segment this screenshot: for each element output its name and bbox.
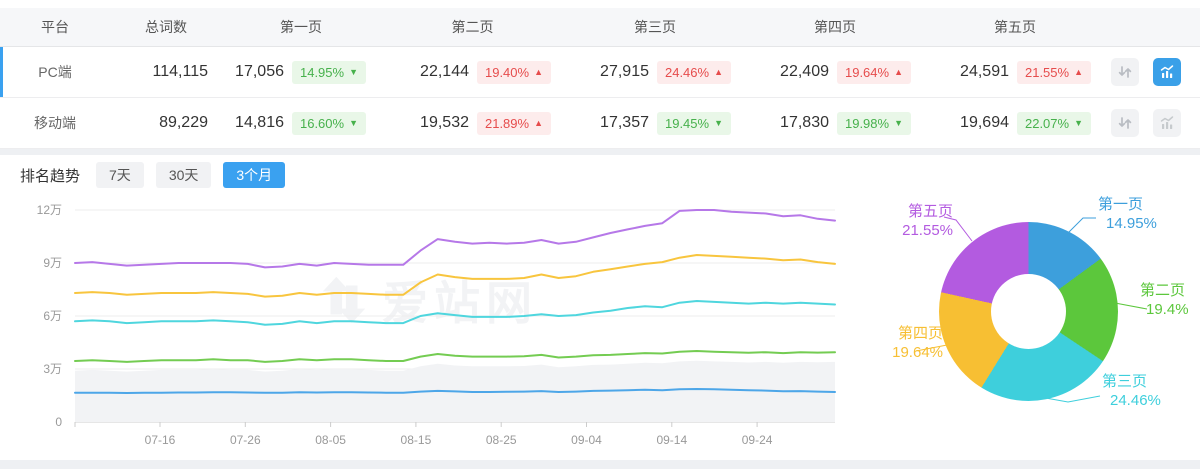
page2-cell: 19,532 21.89% ▲	[380, 111, 565, 135]
svg-text:08-05: 08-05	[315, 433, 346, 447]
table-row-mobile[interactable]: 移动端 89,229 14,816 16.60% ▼ 19,532 21.89% ▲…	[0, 98, 1200, 149]
sort-toggle-button[interactable]	[1111, 109, 1139, 137]
line-chart-icon	[1160, 65, 1174, 78]
page2-change-badge: 21.89% ▲	[476, 111, 551, 135]
sort-arrows-icon	[1118, 66, 1132, 78]
svg-text:09-04: 09-04	[571, 433, 602, 447]
rank-trend-line-chart: 0 3万 6万 9万 12万 07-16 07-26 08-05 08-15 08-25 09-04…	[37, 203, 836, 447]
trend-chart-button[interactable]	[1153, 58, 1181, 86]
donut-label-page2: 第二页 19.4%	[1140, 282, 1189, 318]
page1-cell: 17,056 14.95% ▼	[222, 60, 380, 84]
sort-arrows-icon	[1118, 117, 1132, 129]
col-header-page1: 第一页	[280, 19, 322, 35]
page4-change-badge: 19.64% ▲	[836, 60, 911, 84]
col-header-page3: 第三页	[634, 19, 676, 35]
col-header-page4: 第四页	[814, 19, 856, 35]
page5-change-badge: 22.07% ▼	[1016, 111, 1091, 135]
col-header-page2: 第二页	[451, 19, 494, 35]
svg-text:0: 0	[55, 415, 62, 429]
page3-count: 27,915	[600, 63, 649, 80]
selected-row-indicator	[0, 47, 3, 97]
table-row-pc[interactable]: PC端 114,115 17,056 14.95% ▼ 22,144 19.40%…	[0, 47, 1200, 98]
aizhan-watermark: 爱站网	[318, 267, 538, 333]
tab-7-days[interactable]: 7天	[96, 162, 144, 188]
page1-change-badge: 16.60% ▼	[291, 111, 366, 135]
svg-text:08-15: 08-15	[401, 433, 432, 447]
page2-count: 22,144	[420, 63, 469, 80]
trend-section-title: 排名趋势	[20, 167, 81, 185]
page1-count: 17,056	[235, 63, 284, 80]
svg-text:09-14: 09-14	[656, 433, 687, 447]
page4-cell: 17,830 19.98% ▼	[745, 111, 925, 135]
trend-chart-button[interactable]	[1153, 109, 1181, 137]
svg-text:09-24: 09-24	[742, 433, 773, 447]
col-header-platform: 平台	[41, 19, 69, 35]
svg-text:07-16: 07-16	[145, 433, 176, 447]
page1-change-badge: 14.95% ▼	[291, 60, 366, 84]
svg-text:6万: 6万	[43, 309, 62, 323]
page2-cell: 22,144 19.40% ▲	[380, 60, 565, 84]
svg-text:08-25: 08-25	[486, 433, 517, 447]
svg-text:12万: 12万	[37, 203, 62, 217]
page4-cell: 22,409 19.64% ▲	[745, 60, 925, 84]
page3-change-badge: 19.45% ▼	[656, 111, 731, 135]
page5-count: 24,591	[960, 63, 1009, 80]
row-actions	[1105, 58, 1200, 86]
donut-label-page1: 第一页 14.95%	[1098, 196, 1157, 232]
donut-label-page5: 第五页 21.55%	[902, 203, 953, 239]
svg-text:3万: 3万	[43, 362, 62, 376]
tab-3-months[interactable]: 3个月	[223, 162, 286, 188]
col-header-page5: 第五页	[994, 19, 1036, 35]
rank-trend-section: 排名趋势 7天 30天 3个月 爱站网 0 3万 6万 9万 12万 07-16 07-26…	[0, 155, 1200, 460]
platform-label: 移动端	[34, 115, 76, 131]
page1-cell: 14,816 16.60% ▼	[222, 111, 380, 135]
col-header-total: 总词数	[145, 19, 187, 35]
tab-30-days[interactable]: 30天	[155, 162, 212, 188]
svg-text:07-26: 07-26	[230, 433, 261, 447]
total-words-value: 114,115	[152, 63, 208, 80]
watermark-text: 爱站网	[382, 277, 538, 329]
platform-label: PC端	[38, 64, 72, 80]
keyword-ranking-table: 平台 总词数 第一页 第二页 第三页 第四页 第五页 PC端 114,115 1…	[0, 0, 1200, 149]
row-actions	[1105, 109, 1200, 137]
trend-toolbar: 排名趋势 7天 30天 3个月	[20, 162, 286, 188]
page5-change-badge: 21.55% ▲	[1016, 60, 1091, 84]
page3-cell: 27,915 24.46% ▲	[565, 60, 745, 84]
page2-change-badge: 19.40% ▲	[476, 60, 551, 84]
page5-cell: 24,591 21.55% ▲	[925, 60, 1105, 84]
page5-cell: 19,694 22.07% ▼	[925, 111, 1105, 135]
table-header: 平台 总词数 第一页 第二页 第三页 第四页 第五页	[0, 8, 1200, 47]
page-distribution-donut	[939, 222, 1118, 401]
page4-count: 22,409	[780, 63, 829, 80]
page3-cell: 17,357 19.45% ▼	[565, 111, 745, 135]
sort-toggle-button[interactable]	[1111, 58, 1139, 86]
page5-count: 19,694	[960, 114, 1009, 131]
page1-count: 14,816	[235, 114, 284, 131]
aizhan-logo-icon	[322, 276, 366, 324]
svg-text:9万: 9万	[43, 256, 62, 270]
page3-count: 17,357	[600, 114, 649, 131]
page4-change-badge: 19.98% ▼	[836, 111, 911, 135]
page3-change-badge: 24.46% ▲	[656, 60, 731, 84]
donut-label-page3: 第三页 24.46%	[1102, 373, 1161, 409]
line-chart-icon	[1160, 116, 1174, 129]
page2-count: 19,532	[420, 114, 469, 131]
total-words-value: 89,229	[159, 114, 208, 131]
page4-count: 17,830	[780, 114, 829, 131]
